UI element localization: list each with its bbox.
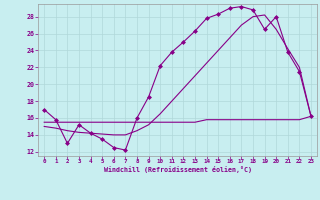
X-axis label: Windchill (Refroidissement éolien,°C): Windchill (Refroidissement éolien,°C) bbox=[104, 166, 252, 173]
